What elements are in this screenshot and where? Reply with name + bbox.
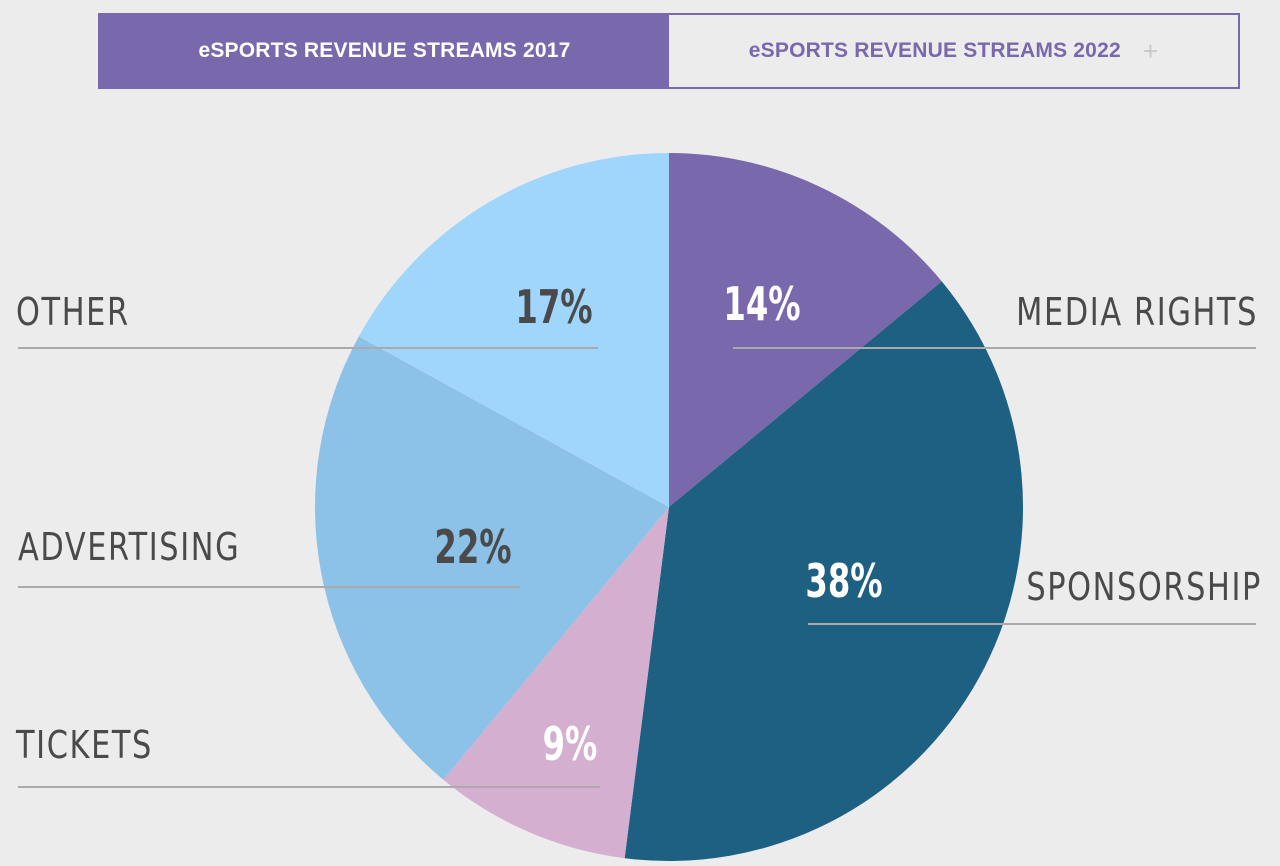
tab-2017-label: eSPORTS REVENUE STREAMS 2017 — [198, 39, 571, 62]
revenue-tabs: eSPORTS REVENUE STREAMS 2017 eSPORTS REV… — [98, 13, 1240, 89]
value-label-other: 17% — [515, 281, 592, 335]
pie-slice-other — [358, 153, 669, 507]
slice-name-labels: MEDIA RIGHTS SPONSORSHIP TICKETS ADVERTISIN… — [15, 291, 1262, 768]
value-label-tickets: 9% — [543, 718, 598, 772]
pie-slice-tickets — [443, 507, 669, 859]
value-label-media-rights: 14% — [723, 278, 800, 332]
tab-2022[interactable]: eSPORTS REVENUE STREAMS 2022 + — [669, 15, 1238, 87]
leader-lines — [18, 347, 1256, 788]
pie-slices — [314, 153, 1024, 862]
name-label-other: OTHER — [16, 291, 130, 335]
name-label-advertising: ADVERTISING — [18, 526, 240, 570]
value-label-advertising: 22% — [434, 521, 511, 575]
name-label-tickets: TICKETS — [15, 724, 153, 768]
tab-2022-label: eSPORTS REVENUE STREAMS 2022 — [748, 39, 1121, 62]
slice-value-labels: 14% 38% 9% 22% 17% — [434, 278, 882, 772]
value-label-sponsorship: 38% — [805, 555, 882, 609]
name-label-media-rights: MEDIA RIGHTS — [1016, 291, 1258, 335]
plus-icon: + — [1142, 35, 1159, 66]
tab-2017[interactable]: eSPORTS REVENUE STREAMS 2017 — [100, 15, 669, 87]
name-label-sponsorship: SPONSORSHIP — [1026, 566, 1262, 610]
pie-slice-media-rights — [669, 153, 942, 507]
pie-slice-sponsorship — [624, 281, 1024, 862]
pie-slice-advertising — [314, 336, 669, 780]
